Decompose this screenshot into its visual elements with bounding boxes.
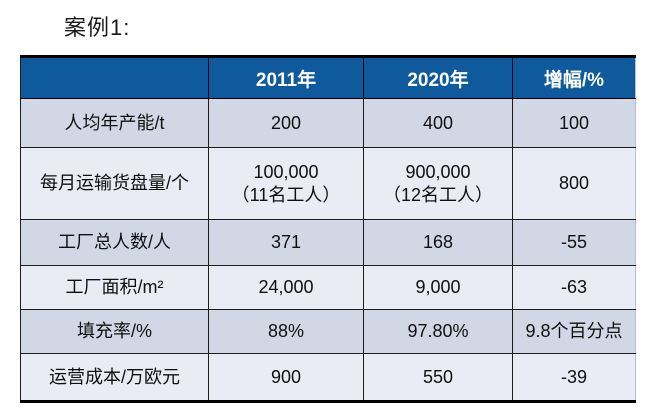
header-cell-2011: 2011年 xyxy=(208,56,364,99)
cell-2020: 900,000 （12名工人） xyxy=(363,147,513,220)
table-row-pallets: 每月运输货盘量/个 100,000 （11名工人） 900,000 （12名工人… xyxy=(20,147,636,220)
cell-2011: 100,000 （11名工人） xyxy=(208,147,364,220)
cell-2020: 168 xyxy=(363,219,513,266)
table-row-area: 工厂面积/m² 24,000 9,000 -63 xyxy=(20,265,636,310)
header-cell-rowlabel xyxy=(20,56,209,99)
cell-delta: -55 xyxy=(512,219,636,266)
row-label: 每月运输货盘量/个 xyxy=(20,147,209,220)
cell-2020: 9,000 xyxy=(363,265,513,310)
page-title: 案例1: xyxy=(64,15,131,40)
cell-2011: 900 xyxy=(208,353,364,402)
table-row-opex: 运营成本/万欧元 900 550 -39 xyxy=(20,353,636,402)
header-cell-delta: 增幅/% xyxy=(512,56,636,99)
cell-2011: 88% xyxy=(208,309,364,354)
header-cell-2020: 2020年 xyxy=(363,56,513,99)
cell-delta: 100 xyxy=(512,98,636,148)
row-label: 运营成本/万欧元 xyxy=(20,353,209,402)
table-row-capacity: 人均年产能/t 200 400 100 xyxy=(20,98,636,148)
table-row-fillrate: 填充率/% 88% 97.80% 9.8个百分点 xyxy=(20,309,636,354)
table-row-headcount: 工厂总人数/人 371 168 -55 xyxy=(20,219,636,266)
row-label: 工厂总人数/人 xyxy=(20,219,209,266)
cell-2011: 200 xyxy=(208,98,364,148)
cell-2020: 400 xyxy=(363,98,513,148)
cell-2020: 97.80% xyxy=(363,309,513,354)
row-label: 工厂面积/m² xyxy=(20,265,209,310)
case1-comparison-table: 2011年 2020年 增幅/% 人均年产能/t 200 400 100 每月运… xyxy=(20,55,636,403)
cell-delta: 800 xyxy=(512,147,636,220)
cell-2011: 371 xyxy=(208,219,364,266)
row-label: 填充率/% xyxy=(20,309,209,354)
cell-2020: 550 xyxy=(363,353,513,402)
cell-delta: -63 xyxy=(512,265,636,310)
row-label: 人均年产能/t xyxy=(20,98,209,148)
cell-2011: 24,000 xyxy=(208,265,364,310)
table-header-row: 2011年 2020年 增幅/% xyxy=(20,56,636,99)
cell-delta: -39 xyxy=(512,353,636,402)
cell-delta: 9.8个百分点 xyxy=(512,309,636,354)
